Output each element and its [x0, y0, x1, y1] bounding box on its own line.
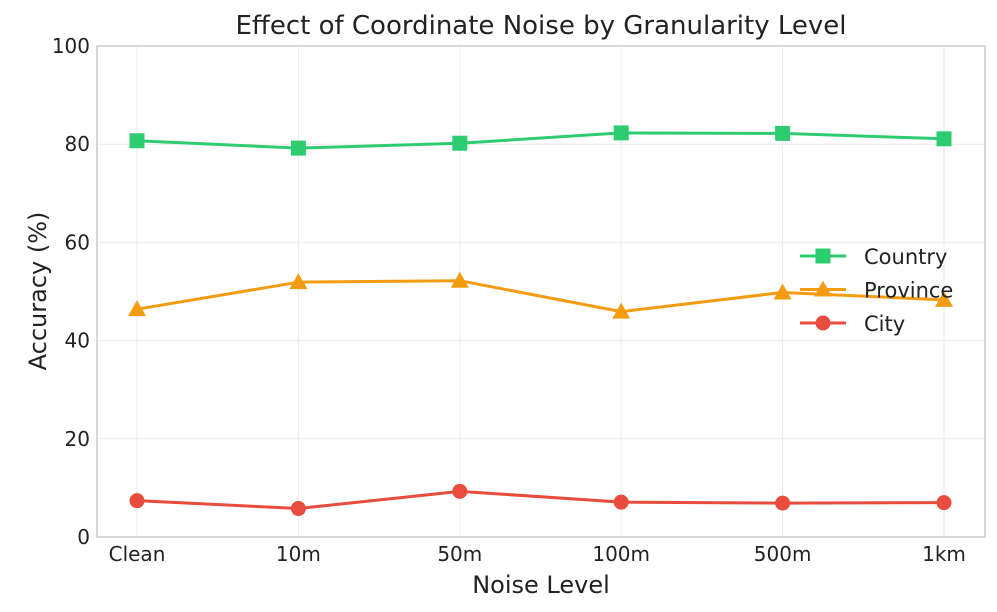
data-point-country — [452, 135, 468, 151]
legend-marker-country — [815, 248, 831, 264]
data-point-country — [775, 125, 791, 141]
data-point-country — [129, 133, 145, 149]
data-point-city — [290, 501, 306, 517]
x-tick-label: Clean — [109, 542, 166, 566]
series-city — [129, 483, 952, 517]
series-line-province — [136, 279, 945, 314]
legend-item-city: City — [800, 312, 905, 336]
y-tick-label: 20 — [65, 427, 90, 451]
series-country — [129, 125, 952, 156]
plot-frame — [96, 45, 986, 538]
data-point-province — [935, 290, 953, 307]
x-tick-label: 1km — [922, 542, 966, 566]
legend: Country Province City — [800, 245, 953, 336]
legend-label-province: Province — [864, 279, 953, 303]
data-point-province — [128, 300, 146, 317]
y-tick-label: 80 — [65, 132, 90, 156]
x-tick-label: 500m — [754, 542, 812, 566]
legend-item-country: Country — [800, 245, 947, 269]
series-line-country — [136, 131, 945, 150]
data-point-province — [289, 273, 308, 290]
data-point-city — [129, 493, 145, 509]
data-point-province — [450, 271, 469, 288]
x-tick-label: 10m — [276, 542, 321, 566]
y-tick-label: 100 — [52, 34, 90, 58]
grid — [97, 45, 985, 538]
y-tick-label: 0 — [77, 525, 90, 549]
legend-label-city: City — [864, 312, 905, 336]
legend-marker-city — [815, 315, 831, 331]
y-axis-label: Accuracy (%) — [24, 212, 52, 371]
series-line-city — [136, 489, 945, 511]
x-tick-label: 50m — [437, 542, 482, 566]
data-point-city — [775, 495, 791, 511]
data-point-city — [613, 494, 629, 510]
y-tick-label: 40 — [65, 329, 90, 353]
data-point-city — [936, 495, 952, 511]
y-tick-label: 60 — [65, 230, 90, 254]
legend-marker-province — [814, 280, 832, 297]
data-point-province — [773, 283, 792, 300]
chart-title: Effect of Coordinate Noise by Granularit… — [235, 11, 846, 41]
data-point-city — [452, 483, 468, 499]
legend-label-country: Country — [864, 245, 947, 269]
x-axis-label: Noise Level — [472, 571, 610, 599]
x-tick-label: 100m — [592, 542, 650, 566]
legend-item-province: Province — [800, 279, 953, 303]
series-province — [128, 271, 953, 319]
data-point-country — [936, 131, 952, 147]
tick-labels: 0 20 40 60 80 100 Clean 10m 50m 100m 500m 1km — [52, 34, 966, 566]
data-point-country — [613, 125, 629, 141]
data-point-country — [290, 140, 306, 156]
series-layer — [128, 125, 953, 517]
data-point-province — [612, 302, 631, 319]
